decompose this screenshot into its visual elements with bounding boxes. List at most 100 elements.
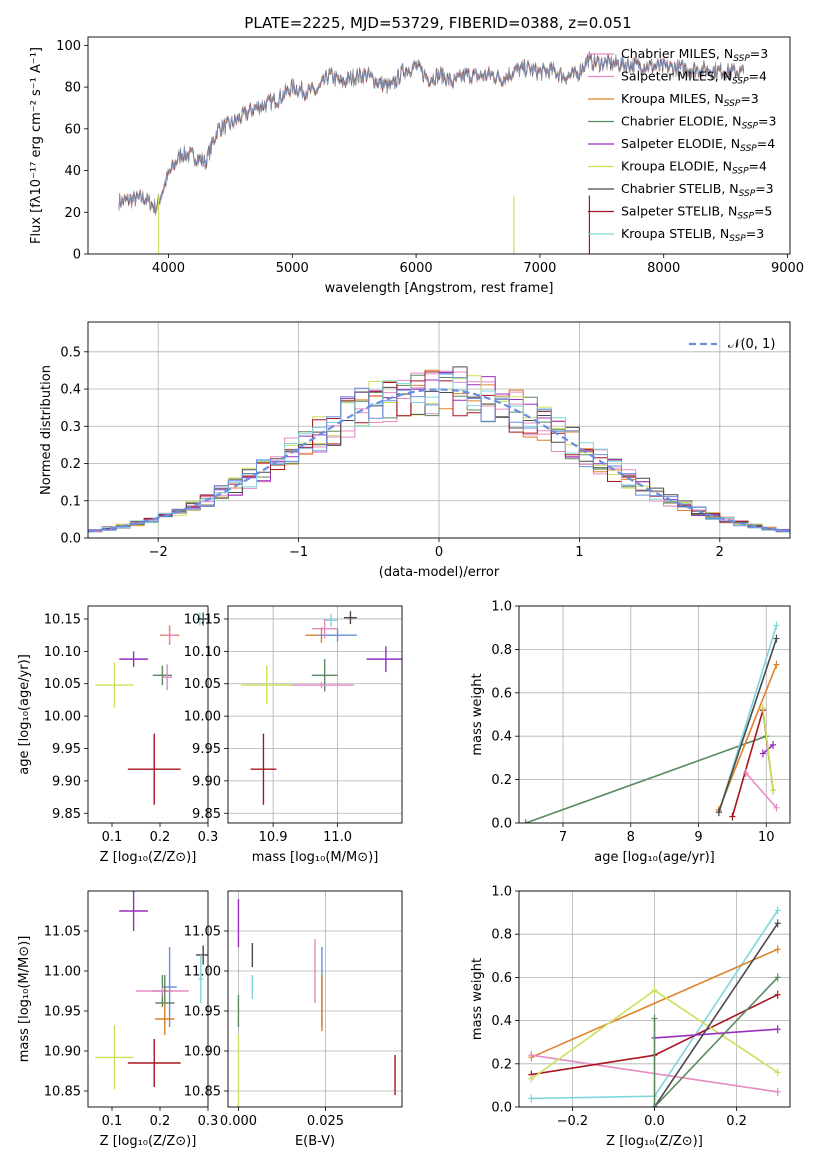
data-point bbox=[344, 611, 357, 625]
weight-marker bbox=[528, 1094, 535, 1103]
x-axis-label: E(B-V) bbox=[295, 1134, 335, 1149]
x-tick-label: 5000 bbox=[276, 261, 309, 276]
plot-area-massweight-vs-age bbox=[522, 621, 780, 823]
legend-entry: Salpeter MILES, NSSP=4 bbox=[621, 69, 767, 87]
weight-marker bbox=[522, 819, 529, 823]
weight-line bbox=[653, 922, 779, 1107]
data-point bbox=[95, 1025, 134, 1090]
panel-mass-vs-metallicity: 0.1 0.2 0.3 10.85 10.90 10.95 11.00 11.05 Z [log… bbox=[17, 890, 219, 1149]
histogram-step bbox=[88, 373, 790, 531]
axes-frame bbox=[87, 36, 791, 255]
y-tick-label: 0 bbox=[73, 248, 81, 263]
y-tick-label: 1.0 bbox=[491, 885, 512, 900]
panel-age-vs-mass: 10.9 11.0 9.85 9.90 9.95 10.00 10.05 10.10 10.15… bbox=[184, 605, 403, 865]
plot-area-mass-vs-metallicity bbox=[95, 891, 208, 1090]
legend-entry: Kroupa MILES, NSSP=3 bbox=[621, 91, 759, 109]
weight-line bbox=[762, 707, 774, 791]
y-tick-label: 10.00 bbox=[44, 710, 81, 725]
x-tick-label: 0.3 bbox=[198, 1114, 219, 1129]
weight-marker bbox=[774, 1025, 781, 1034]
y-tick-label: 10.95 bbox=[184, 1005, 221, 1020]
y-tick-label: 9.85 bbox=[52, 807, 81, 822]
legend-entry: Kroupa STELIB, NSSP=3 bbox=[621, 226, 764, 244]
weight-line bbox=[718, 664, 778, 811]
y-tick-label: 11.05 bbox=[184, 925, 221, 940]
y-tick-label: 10.90 bbox=[184, 1045, 221, 1060]
x-tick-label: 9 bbox=[694, 830, 702, 845]
x-tick-label: 0.2 bbox=[726, 1114, 747, 1129]
weight-line bbox=[525, 735, 767, 823]
y-tick-label: 0.8 bbox=[491, 928, 512, 943]
weight-marker bbox=[774, 945, 781, 954]
x-axis-label: mass [log₁₀(M/M⊙)] bbox=[252, 850, 379, 865]
legend-entry: Salpeter ELODIE, NSSP=4 bbox=[621, 136, 775, 154]
data-point bbox=[152, 665, 172, 686]
data-point bbox=[311, 659, 338, 692]
y-tick-label: 0.4 bbox=[491, 1014, 512, 1029]
y-tick-label: 0.0 bbox=[491, 1101, 512, 1116]
plot-area-age-vs-metallicity bbox=[95, 612, 208, 805]
data-point bbox=[155, 1003, 175, 1035]
y-tick-label: 10.15 bbox=[44, 612, 81, 627]
weight-line bbox=[653, 976, 779, 1107]
data-point bbox=[198, 612, 208, 626]
axes-frame bbox=[87, 321, 791, 539]
weight-marker bbox=[651, 1014, 658, 1023]
axes-frame bbox=[87, 605, 209, 824]
weight-marker bbox=[651, 986, 658, 995]
y-tick-label: 11.00 bbox=[44, 965, 81, 980]
y-tick-label: 0.4 bbox=[491, 730, 512, 745]
y-tick-label: 0.0 bbox=[491, 817, 512, 832]
y-axis-label: mass weight bbox=[470, 673, 485, 755]
y-tick-label: 1.0 bbox=[491, 600, 512, 615]
weight-marker bbox=[774, 1068, 781, 1077]
x-tick-label: 7 bbox=[559, 830, 567, 845]
weight-marker bbox=[773, 621, 780, 630]
x-tick-label: 7000 bbox=[523, 261, 556, 276]
y-tick-label: 0.4 bbox=[60, 383, 81, 398]
data-point bbox=[240, 665, 293, 705]
panel-spectrum: 4000 5000 6000 7000 8000 9000 0 20 40 60 80 100 wave… bbox=[29, 36, 804, 296]
weight-marker bbox=[742, 769, 749, 778]
y-axis-label: Normed distribution bbox=[39, 365, 54, 495]
y-tick-label: 10.15 bbox=[184, 612, 221, 627]
y-tick-label: 10.85 bbox=[44, 1085, 81, 1100]
y-tick-label: 10.90 bbox=[44, 1045, 81, 1060]
data-point bbox=[136, 987, 189, 995]
weight-marker bbox=[528, 1051, 535, 1060]
x-tick-label: 10.9 bbox=[259, 830, 288, 845]
x-tick-label: 0.1 bbox=[102, 1114, 123, 1129]
y-tick-label: 80 bbox=[64, 81, 81, 96]
y-tick-label: 0.2 bbox=[491, 1057, 512, 1072]
x-tick-label: 0.0 bbox=[644, 1114, 665, 1129]
axes-frame bbox=[518, 605, 791, 824]
x-tick-label: −1 bbox=[289, 545, 308, 560]
x-tick-label: 11.0 bbox=[323, 830, 352, 845]
normal-curve bbox=[88, 388, 790, 533]
plot-area-massweight-vs-metallicity bbox=[528, 906, 781, 1107]
weight-marker bbox=[773, 634, 780, 643]
weight-marker bbox=[773, 660, 780, 669]
x-tick-label: 8 bbox=[627, 830, 635, 845]
weight-marker bbox=[774, 906, 781, 915]
x-tick-label: 0.000 bbox=[220, 1114, 257, 1129]
x-tick-label: 8000 bbox=[647, 261, 680, 276]
data-point bbox=[289, 681, 354, 689]
weight-marker bbox=[774, 919, 781, 928]
y-axis-label: mass [log₁₀(M/M⊙)] bbox=[17, 936, 32, 1063]
panel-age-vs-metallicity: 0.1 0.2 0.3 9.85 9.90 9.95 10.00 10.05 10.10 10.1… bbox=[17, 605, 219, 865]
x-tick-label: 1 bbox=[575, 545, 583, 560]
weight-marker bbox=[729, 812, 736, 821]
x-tick-label: 0 bbox=[435, 545, 443, 560]
y-tick-label: 0.6 bbox=[491, 686, 512, 701]
x-tick-label: 0.3 bbox=[198, 830, 219, 845]
legend-entry: Kroupa ELODIE, NSSP=4 bbox=[621, 159, 767, 177]
x-tick-label: 4000 bbox=[152, 261, 185, 276]
axes-frame bbox=[87, 890, 209, 1108]
y-tick-label: 100 bbox=[56, 39, 81, 54]
plot-area-age-vs-mass bbox=[240, 611, 402, 805]
axes-frame bbox=[227, 890, 403, 1108]
y-axis-label: Flux [fλ10⁻¹⁷ erg cm⁻² s⁻¹ A⁻¹] bbox=[29, 47, 44, 244]
y-tick-label: 10.10 bbox=[184, 645, 221, 660]
